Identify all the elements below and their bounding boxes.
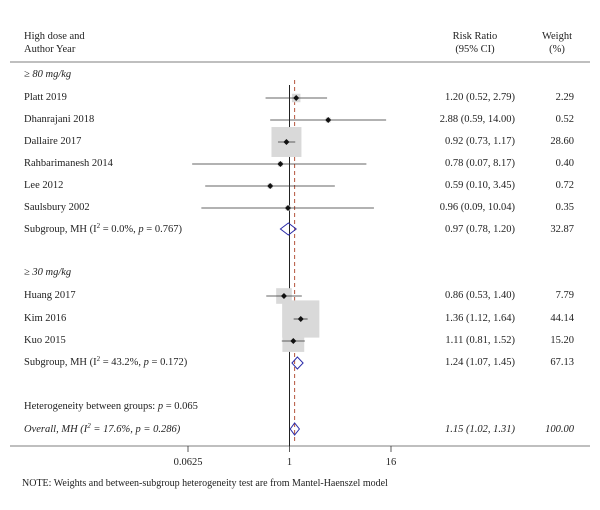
study-weight-4: 0.72 bbox=[555, 180, 574, 191]
study-ci-3: 0.78 (0.07, 8.17) bbox=[445, 158, 515, 169]
overall-stats: = 17.6%, bbox=[90, 424, 136, 435]
study-name-3: Rahbarimanesh 2014 bbox=[24, 158, 113, 169]
study-ci-2: 0.92 (0.73, 1.17) bbox=[445, 136, 515, 147]
header-study-line1: High dose and bbox=[24, 31, 85, 42]
study-weight-3: 0.40 bbox=[555, 158, 574, 169]
group-label-30-text: ≥ 30 mg/kg bbox=[24, 267, 72, 278]
group-label-80: ≥ 80 mg/kg bbox=[24, 68, 71, 81]
header-risk-ratio: Risk Ratio (95% CI) bbox=[425, 30, 525, 56]
subgroup-80-label: Subgroup, MH (I2 = 0.0%, p = 0.767) bbox=[24, 223, 182, 236]
study-ci-8: 1.11 (0.81, 1.52) bbox=[445, 335, 515, 346]
header-study: High dose and Author Year bbox=[24, 30, 85, 56]
header-weight: Weight (%) bbox=[530, 30, 584, 56]
study-ci-6: 0.86 (0.53, 1.40) bbox=[445, 290, 515, 301]
study-weight-5: 0.35 bbox=[555, 202, 574, 213]
pooled-diamond-subgroup-30 bbox=[291, 356, 304, 370]
study-ci-7: 1.36 (1.12, 1.64) bbox=[445, 313, 515, 324]
study-name-6: Huang 2017 bbox=[24, 290, 76, 301]
heterogeneity-p-value: = 0.065 bbox=[163, 401, 198, 412]
point-estimate-4 bbox=[267, 183, 274, 189]
heterogeneity-prefix: Heterogeneity between groups: bbox=[24, 401, 158, 412]
overall-prefix: Overall, MH (I bbox=[24, 424, 88, 435]
point-estimate-8 bbox=[290, 338, 297, 344]
subgroup-80-i2: 2 bbox=[96, 222, 101, 230]
study-name-1: Dhanrajani 2018 bbox=[24, 114, 95, 125]
point-estimate-0 bbox=[293, 95, 300, 101]
header-rr-line1: Risk Ratio bbox=[452, 31, 498, 42]
study-weight-8: 15.20 bbox=[550, 335, 574, 346]
header-weight-line2: (%) bbox=[549, 44, 565, 55]
study-weight-2: 28.60 bbox=[550, 136, 574, 147]
study-name-8: Kuo 2015 bbox=[24, 335, 66, 346]
subgroup-30-label: Subgroup, MH (I2 = 43.2%, p = 0.172) bbox=[24, 356, 187, 369]
group-label-80-text: ≥ 80 mg/kg bbox=[24, 69, 72, 80]
header-rr-line2: (95% CI) bbox=[455, 44, 495, 55]
study-weight-0: 2.29 bbox=[555, 92, 574, 103]
group-label-30: ≥ 30 mg/kg bbox=[24, 266, 71, 279]
subgroup-30-prefix: Subgroup, MH (I bbox=[24, 357, 97, 368]
point-estimate-7 bbox=[297, 316, 304, 322]
subgroup-30-p-value: = 0.172) bbox=[148, 357, 188, 368]
header-study-line2: Author Year bbox=[24, 44, 76, 55]
subgroup-80-ci: 0.97 (0.78, 1.20) bbox=[445, 224, 515, 235]
x-tick-label-0: 0.0625 bbox=[174, 457, 203, 468]
pooled-diamond-subgroup-80 bbox=[279, 222, 297, 236]
study-ci-1: 2.88 (0.59, 14.00) bbox=[439, 114, 515, 125]
footnote: NOTE: Weights and between-subgroup heter… bbox=[22, 478, 388, 489]
point-estimate-3 bbox=[277, 161, 284, 167]
pooled-diamond-overall bbox=[289, 422, 301, 436]
study-ci-5: 0.96 (0.09, 10.04) bbox=[439, 202, 515, 213]
overall-p-label: p bbox=[135, 424, 141, 435]
study-weight-1: 0.52 bbox=[555, 114, 574, 125]
overall-ci: 1.15 (1.02, 1.31) bbox=[445, 424, 515, 435]
study-weight-7: 44.14 bbox=[550, 313, 574, 324]
point-estimate-6 bbox=[280, 293, 287, 299]
overall-p-value: = 0.286) bbox=[140, 424, 181, 435]
heterogeneity-p-label: p bbox=[157, 401, 164, 412]
subgroup-30-stats: = 43.2%, bbox=[100, 357, 144, 368]
subgroup-80-stats: = 0.0%, bbox=[100, 224, 139, 235]
subgroup-80-weight: 32.87 bbox=[550, 224, 574, 235]
study-name-2: Dallaire 2017 bbox=[24, 136, 82, 147]
subgroup-30-weight: 67.13 bbox=[550, 357, 574, 368]
study-ci-0: 1.20 (0.52, 2.79) bbox=[445, 92, 515, 103]
subgroup-80-prefix: Subgroup, MH (I bbox=[24, 224, 97, 235]
study-name-5: Saulsbury 2002 bbox=[24, 202, 90, 213]
subgroup-80-p-value: = 0.767) bbox=[143, 224, 182, 235]
study-ci-4: 0.59 (0.10, 3.45) bbox=[445, 180, 515, 191]
study-name-7: Kim 2016 bbox=[24, 313, 67, 324]
study-name-0: Platt 2019 bbox=[24, 92, 67, 103]
subgroup-30-i2: 2 bbox=[96, 355, 101, 363]
overall-label: Overall, MH (I2 = 17.6%, p = 0.286) bbox=[24, 423, 180, 436]
overall-weight: 100.00 bbox=[545, 424, 574, 435]
header-weight-line1: Weight bbox=[541, 31, 573, 42]
x-tick-label-2: 16 bbox=[386, 457, 397, 468]
subgroup-30-p-label: p bbox=[143, 357, 149, 368]
subgroup-80-p-label: p bbox=[138, 224, 144, 235]
point-estimate-5 bbox=[285, 205, 292, 211]
heterogeneity-text: Heterogeneity between groups: p = 0.065 bbox=[24, 400, 198, 413]
point-estimate-2 bbox=[283, 139, 290, 145]
study-weight-6: 7.79 bbox=[555, 290, 574, 301]
study-name-4: Lee 2012 bbox=[24, 180, 64, 191]
x-tick-label-1: 1 bbox=[287, 457, 292, 468]
overall-i2: 2 bbox=[87, 422, 91, 430]
subgroup-30-ci: 1.24 (1.07, 1.45) bbox=[445, 357, 515, 368]
point-estimate-1 bbox=[325, 117, 332, 123]
